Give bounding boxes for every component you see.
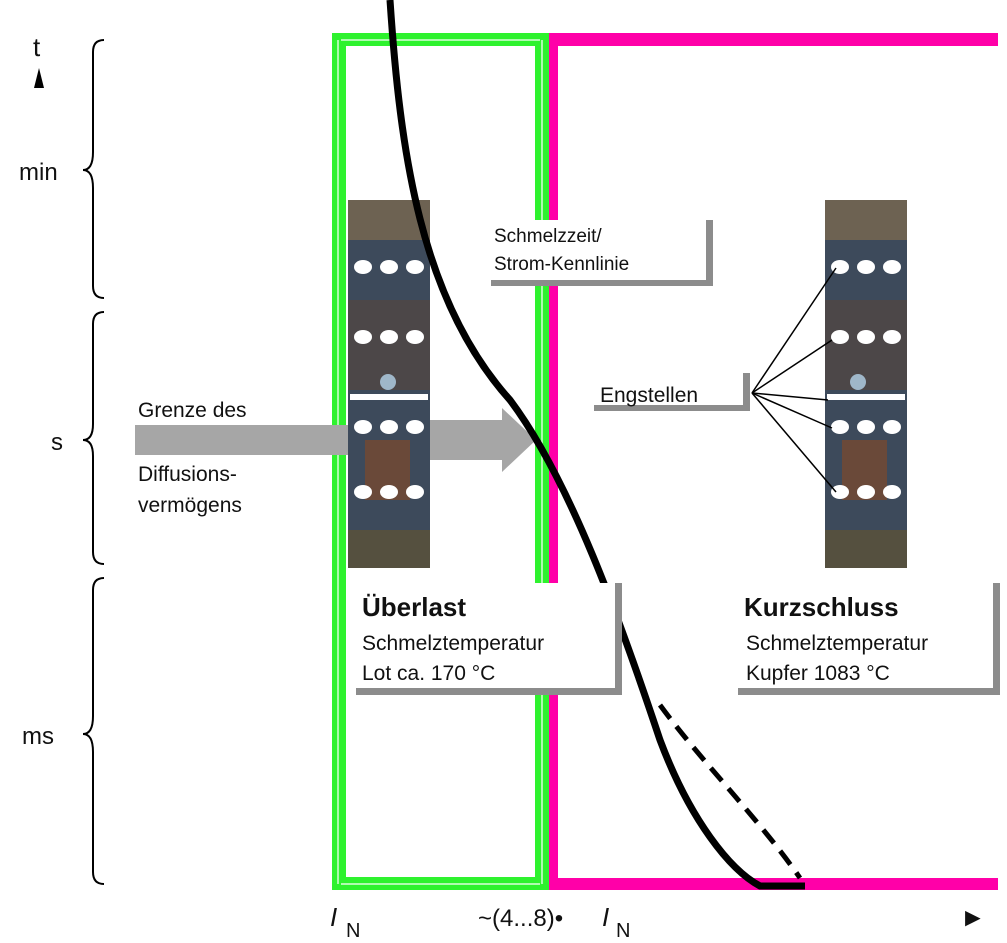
x-tick-nominal-current: I N [330,902,360,942]
range-label-s: s [51,429,63,456]
range-label-min: min [19,159,58,186]
diffusion-arrow-right [430,408,536,472]
time-axis: t [33,32,44,88]
melting-characteristic-curve [386,0,805,890]
overload-line1: Schmelztemperatur [362,632,544,655]
range-label-ms: ms [22,723,54,750]
curve-label-line2: Strom-Kennlinie [494,254,629,275]
fuse-element-image-overload [348,200,430,568]
shortcircuit-title: Kurzschluss [744,592,899,622]
diffusion-label-line3: vermögens [138,494,242,517]
x-tick-multiple-subscript: N [616,920,630,942]
curve-label-box: Schmelzzeit/ Strom-Kennlinie [491,220,713,286]
diffusion-label-line1: Grenze des [138,399,247,422]
constriction-pointer-lines [751,267,837,493]
x-tick-multiple-prefix: ~(4...8)• [478,905,563,932]
constrictions-label-box: Engstellen [594,373,750,411]
brace-ms [82,577,105,885]
brace-min [82,39,105,299]
x-tick-nominal-subscript: N [346,920,360,942]
overload-info-box: Überlast Schmelztemperatur Lot ca. 170 °… [356,583,622,695]
shortcircuit-info-box: Kurzschluss Schmelztemperatur Kupfer 108… [738,583,1000,695]
shortcircuit-line1: Schmelztemperatur [746,632,928,655]
brace-s [82,311,105,565]
fuse-element-image-shortcircuit [825,200,907,568]
time-range-braces [82,39,105,885]
curve-label-line1: Schmelzzeit/ [494,226,602,247]
shortcircuit-line2: Kupfer 1083 °C [746,662,890,685]
diffusion-label-line2: Diffusions- [138,463,237,486]
x-tick-multiple-I: I [602,902,609,932]
diffusion-arrow-left [135,425,348,455]
overload-line2: Lot ca. 170 °C [362,662,495,685]
current-axis-arrow-icon: ► [960,902,986,932]
time-axis-label: t [33,32,41,62]
x-tick-nominal-I: I [330,902,337,932]
overload-title: Überlast [362,592,466,622]
shortcircuit-zone-frame [548,33,998,890]
melting-curve-tolerance-dashed [657,703,803,880]
x-tick-multiple-current: ~(4...8)• I N [478,902,630,942]
constrictions-label: Engstellen [600,384,698,407]
